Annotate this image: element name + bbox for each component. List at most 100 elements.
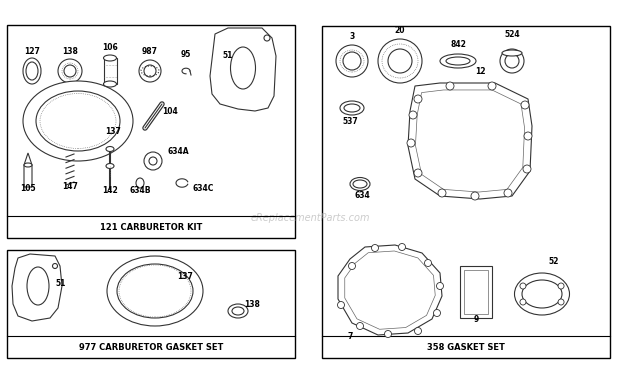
Ellipse shape	[231, 47, 255, 89]
Circle shape	[523, 165, 531, 173]
Text: 12: 12	[475, 67, 485, 76]
Ellipse shape	[515, 273, 570, 315]
Text: 842: 842	[450, 40, 466, 49]
Text: 634A: 634A	[167, 147, 188, 156]
Circle shape	[471, 192, 479, 200]
Text: eReplacementParts.com: eReplacementParts.com	[250, 213, 370, 223]
Text: 987: 987	[142, 47, 158, 56]
Text: 52: 52	[549, 257, 559, 266]
Text: 138: 138	[62, 47, 78, 56]
Circle shape	[388, 49, 412, 73]
Ellipse shape	[107, 256, 203, 326]
Circle shape	[409, 111, 417, 119]
Circle shape	[53, 264, 58, 268]
Ellipse shape	[27, 267, 49, 305]
Circle shape	[371, 244, 378, 252]
Circle shape	[520, 283, 526, 289]
Text: 138: 138	[244, 300, 260, 309]
Text: 137: 137	[105, 127, 121, 136]
Ellipse shape	[26, 62, 38, 80]
Text: 51: 51	[55, 279, 65, 288]
Text: 127: 127	[24, 47, 40, 56]
Polygon shape	[210, 28, 276, 111]
Ellipse shape	[136, 178, 144, 188]
Bar	[104, 58, 117, 84]
Ellipse shape	[232, 307, 244, 315]
Text: 537: 537	[342, 117, 358, 126]
Text: 634C: 634C	[192, 184, 213, 193]
Text: 142: 142	[102, 186, 118, 195]
Text: 51: 51	[223, 52, 233, 61]
Circle shape	[144, 152, 162, 170]
Bar	[322, 26, 610, 358]
Circle shape	[336, 45, 368, 77]
Circle shape	[343, 52, 361, 70]
Circle shape	[521, 101, 529, 109]
Circle shape	[558, 299, 564, 305]
Circle shape	[488, 82, 496, 90]
Ellipse shape	[440, 54, 476, 68]
Polygon shape	[24, 153, 32, 187]
Text: 147: 147	[62, 182, 78, 191]
Text: 137: 137	[177, 272, 193, 281]
Text: 524: 524	[504, 30, 520, 39]
Polygon shape	[338, 245, 442, 335]
Ellipse shape	[23, 58, 41, 84]
Circle shape	[58, 59, 82, 83]
Ellipse shape	[24, 163, 32, 167]
Circle shape	[356, 323, 363, 329]
Text: 106: 106	[102, 43, 118, 52]
Ellipse shape	[36, 91, 120, 151]
Text: 634: 634	[354, 191, 370, 200]
Text: 977 CARBURETOR GASKET SET: 977 CARBURETOR GASKET SET	[79, 343, 223, 352]
Bar	[460, 266, 492, 318]
Circle shape	[149, 157, 157, 165]
Circle shape	[415, 327, 422, 335]
Text: 634B: 634B	[129, 186, 151, 195]
Circle shape	[524, 132, 532, 140]
Circle shape	[414, 95, 422, 103]
Circle shape	[378, 39, 422, 83]
Polygon shape	[12, 254, 62, 321]
Circle shape	[144, 65, 156, 77]
Circle shape	[436, 282, 443, 290]
Ellipse shape	[350, 177, 370, 191]
Text: 104: 104	[162, 107, 178, 116]
Circle shape	[504, 189, 512, 197]
Ellipse shape	[340, 101, 364, 115]
Circle shape	[399, 244, 405, 250]
Ellipse shape	[106, 147, 114, 152]
Ellipse shape	[502, 50, 522, 56]
Ellipse shape	[353, 180, 367, 188]
Ellipse shape	[228, 304, 248, 318]
Circle shape	[64, 65, 76, 77]
Circle shape	[520, 299, 526, 305]
Circle shape	[348, 262, 355, 270]
Circle shape	[384, 331, 391, 338]
Circle shape	[558, 283, 564, 289]
Text: 3: 3	[350, 32, 355, 41]
Circle shape	[139, 60, 161, 82]
Circle shape	[438, 189, 446, 197]
Circle shape	[264, 35, 270, 41]
Circle shape	[446, 82, 454, 90]
Circle shape	[425, 259, 432, 267]
Ellipse shape	[106, 164, 114, 168]
Ellipse shape	[522, 280, 562, 308]
Bar	[7, 250, 295, 358]
Text: 358 GASKET SET: 358 GASKET SET	[427, 343, 505, 352]
Bar	[464, 270, 488, 314]
Text: 105: 105	[20, 184, 36, 193]
Ellipse shape	[446, 57, 470, 65]
Circle shape	[337, 302, 345, 308]
Circle shape	[433, 309, 440, 317]
Polygon shape	[408, 83, 532, 199]
Ellipse shape	[104, 81, 117, 87]
Text: 20: 20	[395, 26, 405, 35]
Circle shape	[505, 54, 519, 68]
Text: 95: 95	[181, 50, 191, 59]
Circle shape	[414, 169, 422, 177]
Text: 9: 9	[474, 315, 479, 324]
Bar	[7, 25, 295, 238]
Text: 121 CARBURETOR KIT: 121 CARBURETOR KIT	[100, 223, 202, 232]
